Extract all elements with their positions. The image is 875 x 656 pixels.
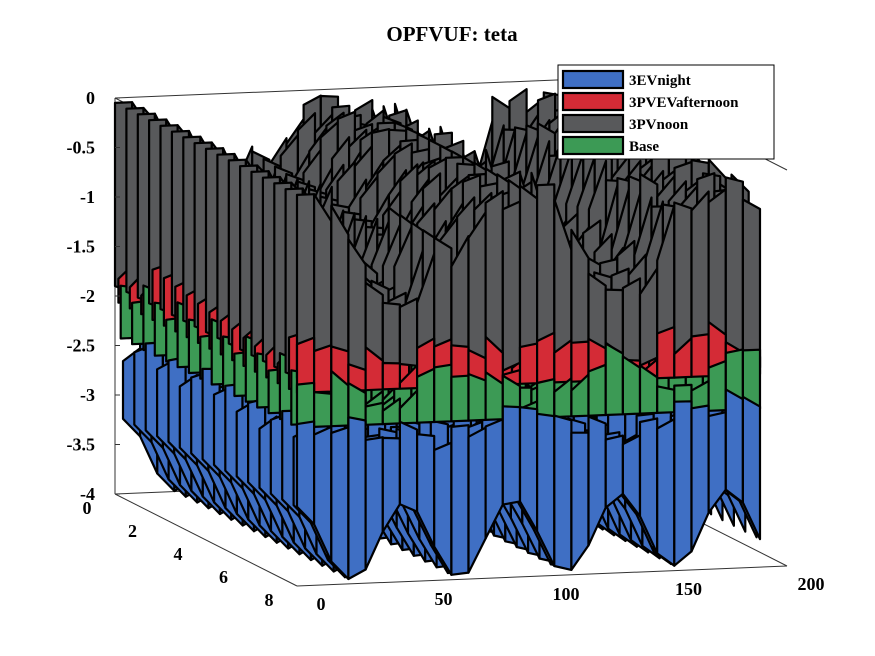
surface-cell: [501, 200, 522, 372]
surface-cell: [570, 431, 590, 572]
tick-labels: 0-0.5-1-1.5-2-2.5-3-3.5-40 50 100 150 200024…: [67, 88, 825, 614]
z-tick-label: 0: [86, 88, 95, 108]
y-tick-label: 4: [174, 544, 183, 564]
surface-cell: [347, 238, 367, 385]
surface-cell: [364, 436, 384, 571]
surface-cell: [587, 363, 607, 417]
surface-cell: [364, 401, 384, 426]
surface-cell: [656, 418, 676, 567]
y-tick-label: 0: [83, 498, 92, 518]
surface-ribbon-3evnight: [295, 388, 762, 581]
surface-cell: [381, 361, 401, 391]
surface-cell: [416, 367, 436, 424]
x-tick-label: 50: [435, 589, 453, 609]
legend-label: 3EVnight: [629, 73, 691, 89]
y-tick-label: 2: [128, 521, 137, 541]
legend-swatch: [561, 113, 625, 134]
x-tick-label: 0: [317, 594, 326, 614]
surface-cell: [535, 378, 556, 419]
surface-cell: [313, 344, 333, 394]
surface-cell: [433, 363, 453, 424]
chart-title: OPFVUF: teta: [386, 22, 518, 46]
surface-cell: [501, 405, 522, 506]
box-y-axis-line: [114, 493, 298, 587]
surface-ribbon-base: [295, 342, 762, 429]
legend-swatch: [561, 69, 625, 90]
box-back-top-edge: [114, 77, 606, 99]
x-tick-label: 150: [675, 579, 702, 599]
surface-cell: [347, 416, 367, 581]
surface-cell: [398, 297, 419, 367]
surface-cell: [381, 301, 401, 369]
surface-cell: [741, 395, 762, 541]
legend: 3EVnight 3PVEVafternoon 3PVnoon Base: [557, 64, 775, 160]
z-tick-label: -3: [80, 385, 95, 405]
legend-swatch: [561, 91, 625, 112]
x-tick-label: 200: [798, 574, 825, 594]
legend-label: 3PVnoon: [629, 117, 689, 133]
z-tick-label: -2.5: [67, 336, 96, 356]
surface-cell: [398, 420, 419, 513]
z-tick-label: -3.5: [67, 435, 96, 455]
surface-cell: [450, 424, 470, 576]
surface-cell: [707, 359, 727, 412]
surface-cell: [467, 372, 487, 422]
z-tick-label: -0.5: [67, 138, 96, 158]
legend-label: Base: [629, 139, 659, 155]
x-tick-label: 100: [553, 584, 580, 604]
surface-cell: [656, 385, 676, 414]
surface-cell: [330, 426, 350, 581]
surface-cell: [724, 176, 745, 371]
surface-cell: [604, 342, 625, 417]
surface-cell: [673, 201, 693, 355]
surface-cell: [673, 400, 693, 567]
box-x-axis-line: [296, 565, 788, 587]
surface-cell: [313, 391, 333, 428]
surface-cell: [535, 331, 556, 385]
surface-cell: [467, 426, 487, 574]
surface-cell: [518, 184, 539, 364]
surface-cell: [604, 434, 625, 509]
z-tick-label: -4: [80, 484, 95, 504]
y-tick-label: 6: [219, 567, 228, 587]
surface-cell: [741, 198, 762, 371]
surface-cell: [724, 388, 745, 504]
surface-cell: [656, 325, 676, 380]
surface-cell: [450, 374, 470, 423]
surface-cell: [295, 420, 316, 526]
z-tick-label: -1: [80, 187, 95, 207]
surface-cell: [518, 342, 539, 385]
legend-label: 3PVEVafternoon: [629, 95, 739, 111]
surface-cell: [621, 355, 642, 416]
surface-cell: [690, 404, 710, 553]
surface-cell: [690, 333, 710, 378]
z-tick-label: -1.5: [67, 237, 96, 257]
surface-cell: [553, 414, 573, 572]
surface-ribbon-3pvnoon: [295, 176, 762, 388]
legend-swatch: [561, 135, 625, 156]
z-tick-label: -2: [80, 286, 95, 306]
y-tick-label: 8: [265, 590, 274, 610]
